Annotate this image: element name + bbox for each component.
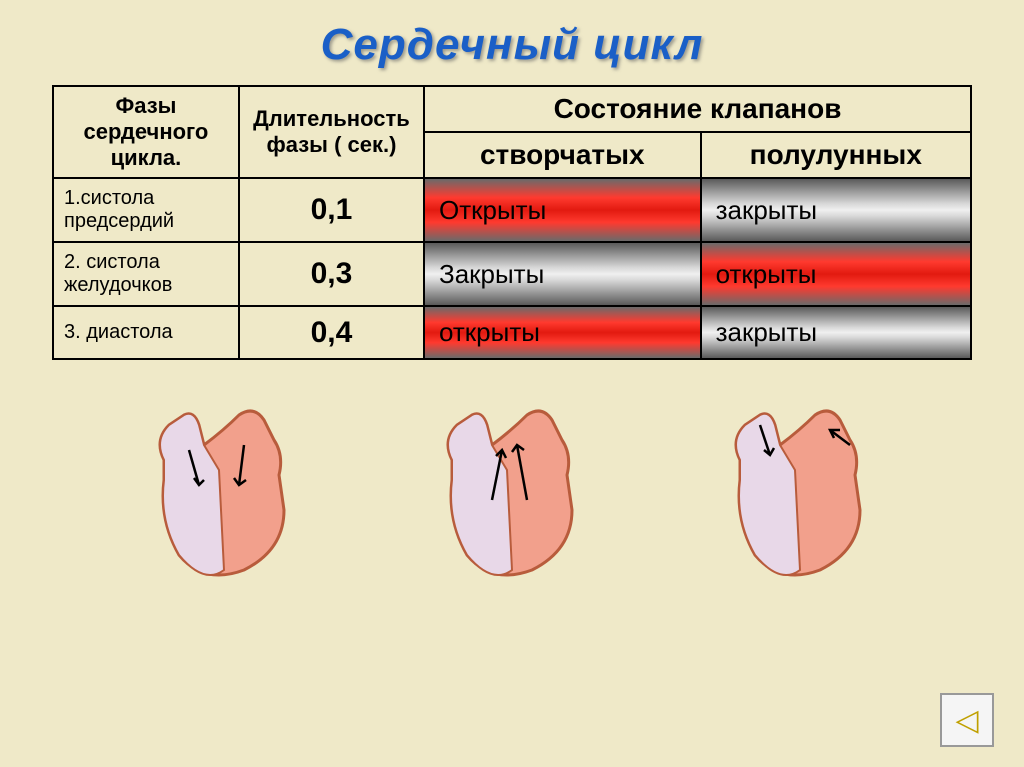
table-row: 2. систола желудочков 0,3 Закрыты открыт…: [53, 242, 971, 306]
header-valves: Состояние клапанов: [424, 86, 971, 132]
cell-cuspid: Открыты: [424, 178, 701, 242]
heart-phase-1: [124, 390, 324, 590]
cell-phase: 2. систола желудочков: [53, 242, 239, 306]
cell-cuspid: открыты: [424, 306, 701, 359]
table-row: 3. диастола 0,4 открыты закрыты: [53, 306, 971, 359]
header-semilunar: полулунных: [701, 132, 971, 178]
cell-phase: 1.систола предсердий: [53, 178, 239, 242]
cell-cuspid: Закрыты: [424, 242, 701, 306]
heart-phase-2: [412, 390, 612, 590]
table-row: 1.систола предсердий 0,1 Открыты закрыты: [53, 178, 971, 242]
cell-duration: 0,3: [239, 242, 424, 306]
cell-duration: 0,4: [239, 306, 424, 359]
header-cuspid: створчатых: [424, 132, 701, 178]
prev-slide-button[interactable]: ◁: [940, 693, 994, 747]
cell-semilunar: закрыты: [701, 178, 971, 242]
cell-semilunar: открыты: [701, 242, 971, 306]
header-phases: Фазы сердечного цикла.: [53, 86, 239, 178]
cell-phase: 3. диастола: [53, 306, 239, 359]
header-duration: Длительность фазы ( сек.): [239, 86, 424, 178]
cell-semilunar: закрыты: [701, 306, 971, 359]
heart-phase-3: [700, 390, 900, 590]
page-title: Сердечный цикл: [40, 20, 984, 70]
cardiac-cycle-table: Фазы сердечного цикла. Длительность фазы…: [52, 85, 972, 360]
heart-diagrams: [40, 390, 984, 590]
prev-icon: ◁: [955, 703, 978, 738]
cell-duration: 0,1: [239, 178, 424, 242]
